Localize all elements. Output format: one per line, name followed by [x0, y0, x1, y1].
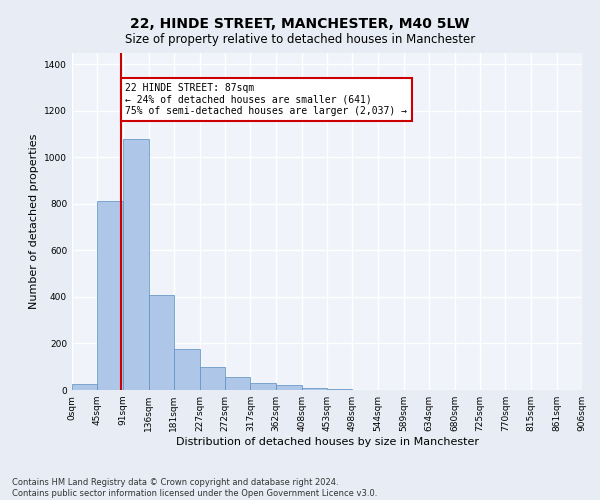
Text: Size of property relative to detached houses in Manchester: Size of property relative to detached ho… [125, 32, 475, 46]
Bar [200, 366, 225, 390]
Bar [276, 386, 302, 390]
Bar [302, 388, 327, 390]
Bar [149, 294, 174, 390]
Bar [72, 384, 97, 390]
Bar [174, 348, 200, 390]
Y-axis label: Number of detached properties: Number of detached properties [29, 134, 38, 309]
Bar [123, 138, 149, 390]
Bar [225, 377, 250, 390]
Bar [250, 383, 276, 390]
Text: Contains HM Land Registry data © Crown copyright and database right 2024.
Contai: Contains HM Land Registry data © Crown c… [12, 478, 377, 498]
Bar [97, 202, 123, 390]
Text: 22, HINDE STREET, MANCHESTER, M40 5LW: 22, HINDE STREET, MANCHESTER, M40 5LW [130, 18, 470, 32]
X-axis label: Distribution of detached houses by size in Manchester: Distribution of detached houses by size … [176, 437, 479, 447]
Text: 22 HINDE STREET: 87sqm
← 24% of detached houses are smaller (641)
75% of semi-de: 22 HINDE STREET: 87sqm ← 24% of detached… [125, 83, 407, 116]
